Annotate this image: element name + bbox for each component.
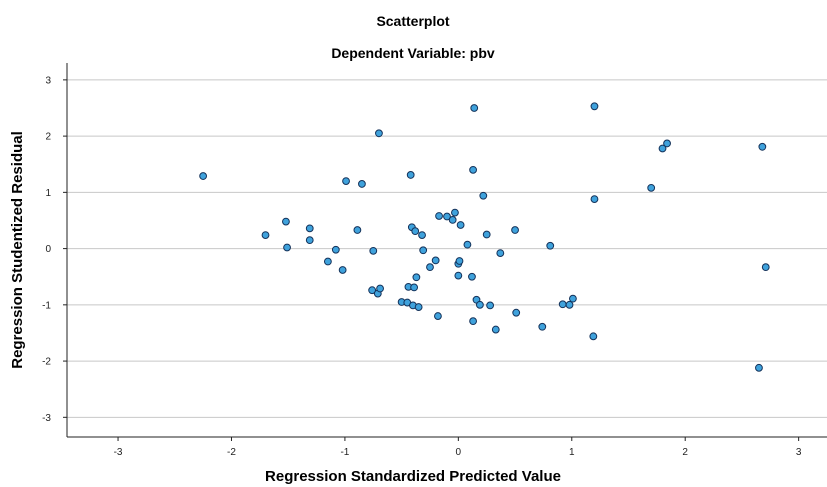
data-point (338, 266, 347, 274)
data-point (410, 283, 419, 292)
data-point (419, 246, 428, 255)
data-point (342, 177, 350, 186)
y-tick-label: 3 (45, 75, 51, 86)
data-point (565, 300, 574, 309)
y-tick-label: -2 (42, 357, 51, 368)
data-point (431, 256, 440, 265)
data-point (375, 129, 383, 138)
data-point (658, 144, 667, 153)
x-tick-label: -1 (340, 447, 349, 458)
x-axis-label: Regression Standardized Predicted Value (265, 468, 561, 485)
data-point (261, 231, 270, 239)
data-point (305, 224, 314, 233)
data-point (590, 195, 599, 204)
data-point (282, 217, 290, 226)
x-tick-labels: -3 -2 -1 0 1 2 3 (114, 447, 802, 458)
data-point (761, 263, 770, 272)
data-point (358, 180, 366, 188)
data-point (755, 363, 763, 372)
data-point (456, 221, 465, 229)
x-tick-label: -3 (114, 447, 123, 458)
data-point (647, 183, 656, 192)
data-point (479, 191, 488, 200)
data-point (376, 284, 384, 293)
data-points (199, 102, 770, 372)
x-tick-label: 3 (796, 447, 802, 458)
data-point (418, 231, 426, 239)
data-point (426, 263, 434, 272)
data-point (331, 245, 340, 254)
data-point (491, 325, 500, 334)
x-tick-label: 0 (456, 447, 462, 458)
data-point (353, 226, 362, 234)
x-tick-label: -2 (227, 447, 236, 458)
data-point (469, 317, 477, 326)
x-tick-label: 1 (569, 447, 575, 458)
data-point (305, 236, 314, 245)
data-point (546, 241, 555, 250)
data-point (470, 104, 479, 112)
data-point (558, 300, 567, 309)
data-point (758, 142, 767, 151)
data-point (486, 301, 495, 310)
data-point (443, 212, 451, 221)
data-point (199, 172, 208, 180)
data-point (590, 102, 599, 111)
axes (63, 63, 827, 441)
data-point (406, 171, 415, 179)
data-point (411, 227, 420, 236)
y-tick-label: -3 (42, 413, 51, 424)
data-point (283, 243, 291, 252)
data-point (434, 312, 442, 320)
data-point (468, 272, 476, 281)
y-tick-label: -1 (42, 300, 51, 311)
data-point (463, 240, 472, 249)
y-tick-label: 1 (45, 188, 51, 199)
data-point (451, 208, 459, 217)
y-axis-label: Regression Studentized Residual (9, 131, 26, 369)
data-point (538, 322, 547, 331)
data-point (414, 303, 423, 311)
data-point (435, 212, 443, 220)
data-point (512, 308, 521, 317)
data-point (511, 226, 519, 234)
data-point (475, 300, 484, 309)
data-point (589, 332, 598, 341)
data-point (569, 294, 577, 303)
data-point (368, 286, 377, 295)
data-point (369, 246, 378, 255)
data-point (412, 273, 421, 282)
data-point (455, 257, 464, 265)
data-point (496, 249, 505, 257)
data-point (323, 257, 332, 266)
chart-title: Scatterplot (376, 13, 449, 29)
x-tick-label: 2 (682, 447, 688, 458)
data-point (469, 165, 477, 174)
data-point (663, 139, 671, 148)
gridlines (67, 79, 827, 418)
y-tick-labels: -3 -2 -1 0 1 2 3 (42, 75, 51, 423)
data-point (448, 216, 457, 224)
y-tick-label: 0 (45, 244, 51, 255)
chart-subtitle: Dependent Variable: pbv (331, 45, 495, 61)
y-tick-label: 2 (45, 132, 51, 143)
data-point (454, 271, 463, 280)
data-point (482, 230, 491, 239)
